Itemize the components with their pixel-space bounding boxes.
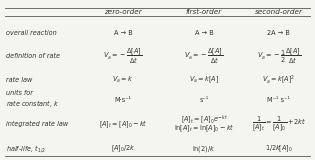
Text: $[A]_t = [A]_0 - kt$: $[A]_t = [A]_0 - kt$	[99, 118, 147, 130]
Text: $\ln(2)/k$: $\ln(2)/k$	[192, 144, 216, 154]
Text: integrated rate law: integrated rate law	[6, 121, 68, 127]
Text: $V_a = k[A]$: $V_a = k[A]$	[189, 75, 219, 85]
Text: second-order: second-order	[255, 9, 303, 15]
Text: first-order: first-order	[186, 9, 222, 15]
Text: $[A]_t = [A]_0 e^{-kt}$: $[A]_t = [A]_0 e^{-kt}$	[180, 113, 227, 126]
Text: $V_a = -\dfrac{\Delta[A]}{\Delta t}$: $V_a = -\dfrac{\Delta[A]}{\Delta t}$	[103, 47, 143, 66]
Text: half-life, $t_{1/2}$: half-life, $t_{1/2}$	[6, 143, 46, 155]
Text: M⁻¹ s⁻¹: M⁻¹ s⁻¹	[267, 97, 290, 103]
Text: M·s⁻¹: M·s⁻¹	[114, 97, 131, 103]
Text: zero-order: zero-order	[104, 9, 142, 15]
Text: s⁻¹: s⁻¹	[199, 97, 209, 103]
Text: 2A → B: 2A → B	[267, 30, 290, 36]
Text: A → B: A → B	[195, 30, 214, 36]
Text: rate law: rate law	[6, 77, 32, 83]
Text: $\dfrac{1}{[A]_t} = \dfrac{1}{[A]_0} + 2kt$: $\dfrac{1}{[A]_t} = \dfrac{1}{[A]_0} + 2…	[252, 115, 306, 133]
Text: $V_a = k$: $V_a = k$	[112, 75, 134, 85]
Text: $V_a = k[A]^2$: $V_a = k[A]^2$	[262, 74, 295, 86]
Text: $[A]_0/2k$: $[A]_0/2k$	[111, 144, 135, 154]
Text: $V_a = -\dfrac{\Delta[A]}{\Delta t}$: $V_a = -\dfrac{\Delta[A]}{\Delta t}$	[184, 47, 224, 66]
Text: definition of rate: definition of rate	[6, 53, 60, 59]
Text: A → B: A → B	[114, 30, 132, 36]
Text: units for
rate constant, $k$: units for rate constant, $k$	[6, 90, 60, 109]
Text: $\ln[A]_t = \ln[A]_0 - kt$: $\ln[A]_t = \ln[A]_0 - kt$	[174, 123, 234, 135]
Text: $V_a = -\dfrac{1}{2}\dfrac{\Delta[A]}{\Delta t}$: $V_a = -\dfrac{1}{2}\dfrac{\Delta[A]}{\D…	[257, 47, 301, 66]
Text: $1/2k[A]_0$: $1/2k[A]_0$	[265, 144, 293, 154]
Text: overall reaction: overall reaction	[6, 30, 57, 36]
